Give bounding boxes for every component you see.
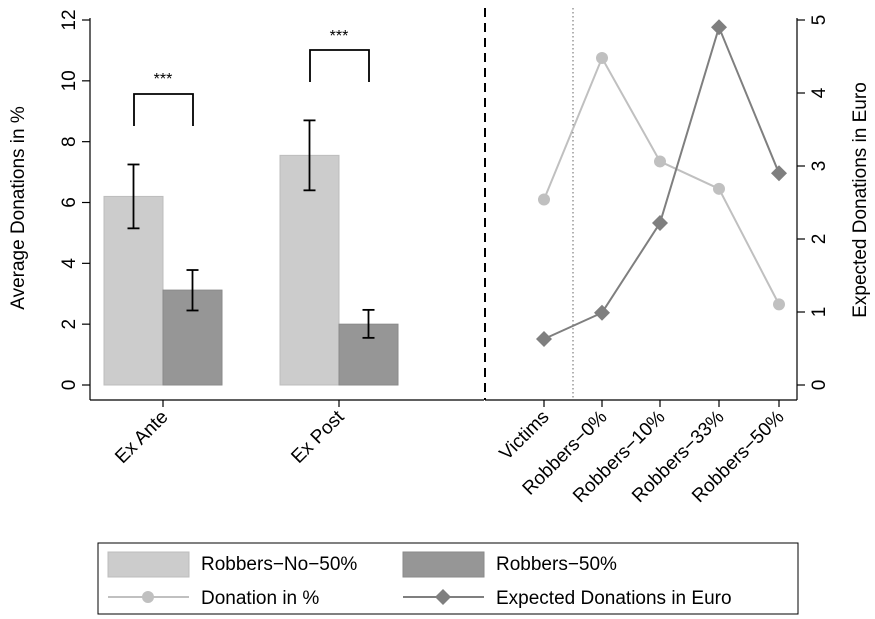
legend-label: Donation in % (201, 588, 319, 609)
legend-key-diamond (435, 589, 451, 605)
point-marker-circle (654, 155, 666, 168)
point-marker-circle (713, 182, 725, 195)
legend-key-bar (402, 551, 485, 578)
point-marker-circle (596, 52, 608, 65)
point-marker-circle (773, 298, 785, 311)
right-x-tick-label: Victims (496, 407, 554, 465)
legend-items: Robbers−No−50% Robbers−50% Donation in % Ex… (107, 551, 732, 609)
left-y-ticks: 0 2 4 6 8 10 12 (59, 9, 90, 390)
left-y-tick-label: 10 (59, 70, 80, 91)
significance-brackets: *** *** (133, 28, 370, 126)
series-line (543, 24, 780, 340)
left-y-tick-label: 4 (59, 258, 80, 269)
significance-label: *** (154, 71, 173, 88)
point-marker-diamond (536, 331, 552, 348)
significance-bracket (133, 93, 194, 126)
line-series (536, 19, 787, 348)
left-y-tick-label: 2 (59, 319, 80, 330)
right-panel: 0 1 2 3 4 5 Expected Donations in Euro Victim… (485, 8, 871, 507)
left-y-axis-label: Average Donations in % (8, 106, 29, 310)
left-x-tick-label: Ex Ante (111, 407, 172, 468)
significance-bracket (309, 49, 370, 82)
point-marker-diamond (771, 165, 787, 182)
left-panel: 0 2 4 6 8 10 12 Average Donations in % ****** … (8, 9, 484, 468)
left-y-tick-label: 8 (59, 136, 80, 147)
right-y-tick-label: 5 (809, 15, 830, 26)
legend-key-bar (107, 551, 190, 578)
point-marker-diamond (594, 304, 610, 321)
bar (279, 154, 340, 386)
error-bars (127, 119, 375, 339)
significance-label: *** (330, 28, 349, 45)
series-line (543, 55, 780, 305)
right-x-tick-labels: VictimsRobbers−0%Robbers−10%Robbers−33%R… (496, 400, 789, 507)
legend-label: Robbers−50% (496, 554, 617, 575)
left-y-tick-label: 6 (59, 197, 80, 208)
right-y-tick-label: 0 (809, 380, 830, 391)
left-x-tick-labels: Ex Ante Ex Post (111, 400, 349, 468)
left-x-tick-label: Ex Post (287, 406, 349, 468)
right-y-tick-label: 1 (809, 307, 830, 318)
point-marker-diamond (652, 214, 668, 231)
right-y-axis-label: Expected Donations in Euro (850, 82, 871, 318)
right-y-tick-label: 4 (809, 87, 830, 98)
right-y-ticks: 0 1 2 3 4 5 (797, 15, 830, 391)
right-y-tick-label: 3 (809, 161, 830, 172)
legend-label: Expected Donations in Euro (496, 588, 732, 609)
right-y-tick-label: 2 (809, 234, 830, 245)
point-marker-diamond (711, 19, 727, 36)
left-y-tick-label: 12 (59, 9, 80, 30)
legend-label: Robbers−No−50% (201, 554, 357, 575)
legend-key-circle (142, 591, 154, 603)
left-y-tick-label: 0 (59, 380, 80, 391)
point-marker-circle (538, 193, 550, 206)
legend: Robbers−No−50% Robbers−50% Donation in % Ex… (97, 542, 799, 615)
bars (103, 154, 399, 386)
